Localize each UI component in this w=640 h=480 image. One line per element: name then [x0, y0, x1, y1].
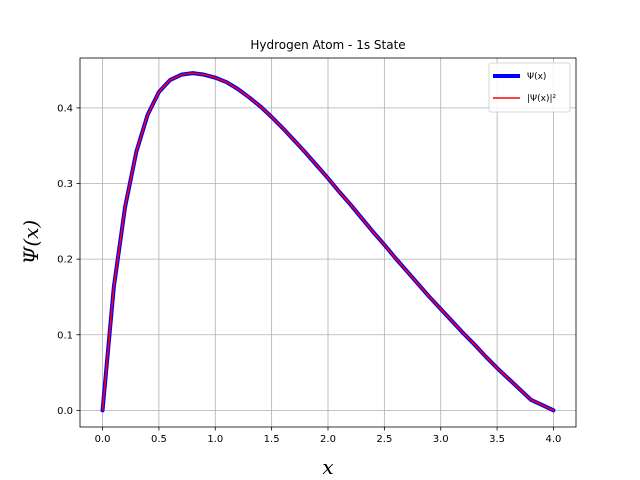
x-tick-label: 1.0 — [207, 434, 223, 445]
series-layer — [100, 71, 556, 413]
y-axis: 0.0 0.1 0.2 0.3 0.4 — [57, 103, 80, 417]
y-tick-label: 0.0 — [57, 406, 73, 417]
y-axis-label: Ψ(x) — [19, 220, 43, 264]
chart-title: Hydrogen Atom - 1s State — [250, 38, 405, 52]
x-tick-label: 3.0 — [433, 434, 449, 445]
legend-box — [488, 62, 571, 113]
x-tick-label: 2.5 — [376, 434, 392, 445]
series-line-psi-squared — [101, 72, 555, 412]
x-tick-label: 1.5 — [264, 434, 280, 445]
y-tick-label: 0.2 — [57, 255, 73, 266]
x-tick-label: 2.0 — [320, 434, 336, 445]
x-tick-label: 4.0 — [546, 434, 562, 445]
x-tick-label: 3.5 — [489, 434, 505, 445]
x-tick-label: 0.0 — [95, 434, 111, 445]
legend-label-psi-squared: |Ψ(x)|² — [527, 94, 556, 104]
x-axis: 0.0 0.5 1.0 1.5 2.0 2.5 3.0 3.5 4.0 — [95, 427, 562, 445]
y-tick-label: 0.4 — [57, 103, 73, 114]
y-tick-label: 0.1 — [57, 330, 73, 341]
legend: Ψ(x) |Ψ(x)|² — [488, 62, 571, 113]
x-tick-label: 0.5 — [151, 434, 167, 445]
x-axis-label: x — [322, 455, 333, 479]
legend-label-psi: Ψ(x) — [527, 72, 546, 82]
y-tick-label: 0.3 — [57, 179, 73, 190]
